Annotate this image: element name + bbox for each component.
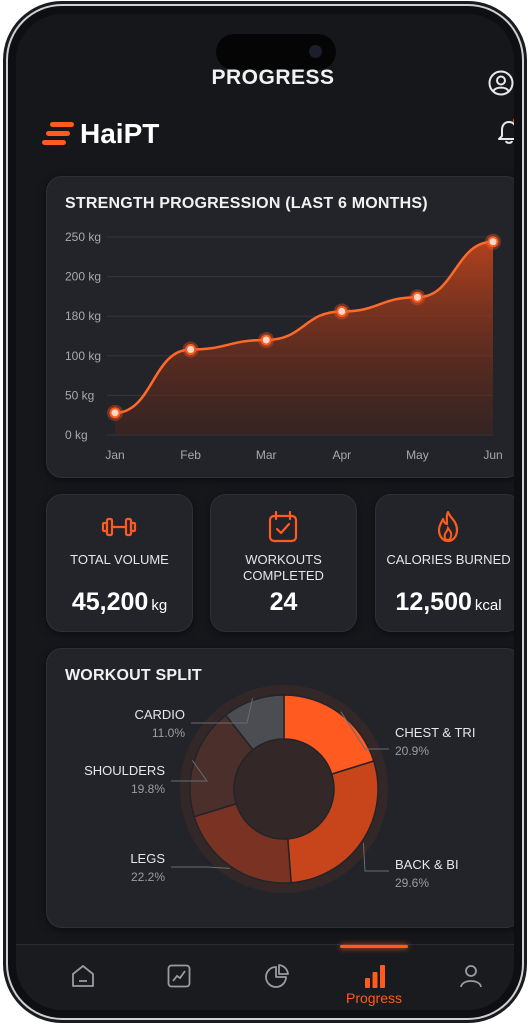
donut-slice[interactable] — [286, 760, 379, 884]
strength-progression-card: STRENGTH PROGRESSION (LAST 6 MONTHS) 250… — [46, 176, 514, 478]
slice-label: CHEST & TRI — [395, 725, 475, 740]
data-point[interactable] — [336, 305, 348, 317]
y-tick-label: 180 kg — [65, 309, 101, 323]
stat-value: 24 — [269, 588, 298, 616]
strength-chart: 250 kg 200 kg 180 kg 100 kg 50 kg 0 kg Jan Feb… — [65, 230, 503, 462]
x-tick-label: Apr — [332, 448, 351, 462]
slice-percent: 11.0% — [152, 726, 185, 740]
chart-line-icon — [167, 964, 191, 988]
brand-logo: HaiPT — [42, 118, 159, 150]
brand-name: HaiPT — [80, 118, 160, 149]
slice-percent: 22.2% — [131, 870, 165, 884]
pie-chart-icon — [265, 964, 289, 988]
notification-badge — [513, 117, 514, 125]
phone-frame: PROGRESS HaiPT STRENGTH PROGRESSION (LAS… — [8, 6, 522, 1018]
slice-label: BACK & BI — [395, 857, 459, 872]
flame-icon — [437, 510, 459, 543]
donut-slice[interactable] — [224, 694, 285, 751]
page-title: PROGRESS — [211, 66, 335, 89]
x-tick-label: Feb — [180, 448, 201, 462]
nav-active-indicator — [340, 945, 408, 948]
slice-leader-line — [171, 866, 230, 869]
workout-split-donut: CHEST & TRI 20.9% BACK & BI 29.6% LEGS 22.2% S… — [84, 685, 475, 893]
data-point[interactable] — [185, 343, 197, 355]
y-tick-label: 200 kg — [65, 270, 101, 284]
home-icon — [72, 965, 94, 987]
nav-reports[interactable] — [226, 945, 326, 1010]
bar-chart-icon — [365, 965, 385, 988]
calendar-check-icon — [268, 510, 298, 543]
y-tick-label: 0 kg — [65, 428, 88, 442]
data-point[interactable] — [260, 334, 272, 346]
bell-icon[interactable] — [497, 118, 514, 146]
slice-percent: 19.8% — [131, 782, 165, 796]
slice-percent: 29.6% — [395, 876, 429, 890]
strength-card-title: STRENGTH PROGRESSION (LAST 6 MONTHS) — [65, 195, 428, 212]
x-tick-label: May — [406, 448, 429, 462]
x-tick-label: Jun — [483, 448, 502, 462]
y-tick-label: 250 kg — [65, 230, 101, 244]
strength-area — [115, 241, 493, 435]
app-screen: PROGRESS HaiPT STRENGTH PROGRESSION (LAS… — [16, 14, 514, 1010]
stat-value: 45,200 kg — [71, 588, 168, 616]
slice-percent: 20.9% — [395, 744, 429, 758]
calories-burned-card[interactable]: CALORIES BURNED 12,500 kcal — [375, 494, 514, 632]
dumbbell-icon — [101, 517, 137, 537]
nav-progress[interactable]: Progress — [324, 945, 424, 1010]
x-tick-label: Jan — [105, 448, 124, 462]
slice-label: LEGS — [130, 851, 165, 866]
user-circle-icon[interactable] — [488, 70, 514, 96]
bottom-nav: Progress — [16, 944, 514, 1010]
stat-label: WORKOUTS COMPLETED — [243, 552, 324, 583]
total-volume-card[interactable]: TOTAL VOLUME 45,200 kg — [46, 494, 193, 632]
data-point[interactable] — [487, 236, 499, 248]
data-point[interactable] — [411, 291, 423, 303]
camera-dot — [309, 45, 322, 58]
workout-split-card: WORKOUT SPLIT CHEST & TRI 20.9% BACK & BI 2… — [46, 648, 514, 928]
dynamic-island — [216, 34, 336, 70]
y-tick-label: 50 kg — [65, 388, 94, 402]
slice-label: SHOULDERS — [84, 763, 165, 778]
stat-label: TOTAL VOLUME — [70, 552, 169, 567]
x-tick-label: Mar — [256, 448, 277, 462]
stat-value: 12,500 kcal — [395, 588, 502, 616]
stat-label: CALORIES BURNED — [386, 552, 511, 567]
data-point[interactable] — [109, 407, 121, 419]
profile-icon — [460, 965, 482, 988]
slice-leader-line — [171, 760, 208, 782]
slice-label: CARDIO — [134, 707, 185, 722]
speed-lines-icon — [42, 122, 74, 145]
workouts-completed-card[interactable]: WORKOUTS COMPLETED 24 — [210, 494, 357, 632]
nav-profile[interactable] — [420, 945, 514, 1010]
y-tick-label: 100 kg — [65, 349, 101, 363]
split-card-title: WORKOUT SPLIT — [65, 667, 202, 684]
nav-progress-label: Progress — [345, 990, 403, 1006]
nav-analytics[interactable] — [128, 945, 228, 1010]
slice-leader-line — [191, 698, 254, 724]
slice-leader-line — [362, 842, 389, 872]
strength-line — [114, 240, 494, 415]
nav-home[interactable] — [32, 945, 132, 1010]
slice-leader-line — [340, 711, 389, 750]
